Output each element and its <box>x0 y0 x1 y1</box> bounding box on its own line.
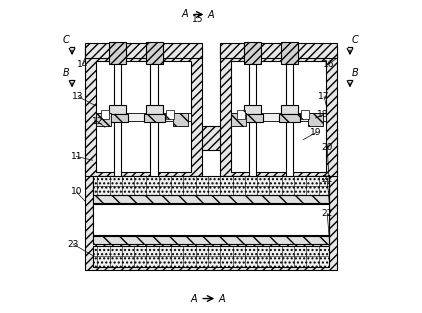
Text: C: C <box>352 35 358 45</box>
Bar <box>231 113 246 126</box>
Bar <box>93 246 329 267</box>
Text: C: C <box>62 35 69 45</box>
Bar <box>93 236 329 244</box>
Text: 15: 15 <box>192 15 203 24</box>
Bar <box>93 195 329 203</box>
Bar <box>143 114 165 122</box>
Bar <box>150 64 158 177</box>
Bar <box>301 110 309 119</box>
Bar <box>101 110 109 119</box>
Bar <box>114 64 121 177</box>
Bar <box>231 61 326 172</box>
Text: A: A <box>191 294 197 304</box>
Bar <box>146 105 163 114</box>
Bar <box>244 105 261 114</box>
Text: 19: 19 <box>311 128 322 137</box>
Text: B: B <box>352 68 358 78</box>
Bar <box>93 177 329 195</box>
Text: 21: 21 <box>322 175 333 184</box>
Bar <box>107 114 128 122</box>
Bar <box>286 64 293 177</box>
Bar <box>220 43 337 58</box>
Text: A: A <box>219 294 225 304</box>
Text: 16: 16 <box>323 60 334 69</box>
Bar <box>242 114 263 122</box>
Bar <box>279 114 300 122</box>
Bar <box>96 61 191 172</box>
Text: 14: 14 <box>77 60 88 69</box>
Bar <box>146 42 163 64</box>
Bar <box>173 113 188 126</box>
Text: B: B <box>62 68 69 78</box>
Text: 20: 20 <box>322 143 333 152</box>
Bar <box>220 47 337 177</box>
Bar <box>93 150 329 243</box>
Bar <box>93 204 329 235</box>
Text: A: A <box>208 10 214 20</box>
Bar <box>281 105 298 114</box>
Text: 17: 17 <box>318 92 330 101</box>
Bar <box>281 42 298 64</box>
Bar <box>85 47 202 177</box>
Bar <box>166 110 174 119</box>
Bar <box>96 113 191 121</box>
Bar <box>85 126 337 270</box>
Text: 23: 23 <box>68 240 79 249</box>
Bar <box>236 110 244 119</box>
Text: 18: 18 <box>316 110 328 120</box>
Bar <box>244 42 261 64</box>
Bar <box>249 64 256 177</box>
Text: A: A <box>181 9 188 19</box>
Bar <box>231 113 326 121</box>
Bar <box>108 42 126 64</box>
Text: 11: 11 <box>70 152 82 161</box>
Bar <box>108 105 126 114</box>
Bar <box>85 43 202 58</box>
Text: 10: 10 <box>70 187 82 196</box>
Text: 12: 12 <box>92 117 103 126</box>
Text: 22: 22 <box>322 209 333 218</box>
Text: 13: 13 <box>73 92 84 101</box>
Bar <box>96 113 111 126</box>
Bar <box>308 113 323 126</box>
